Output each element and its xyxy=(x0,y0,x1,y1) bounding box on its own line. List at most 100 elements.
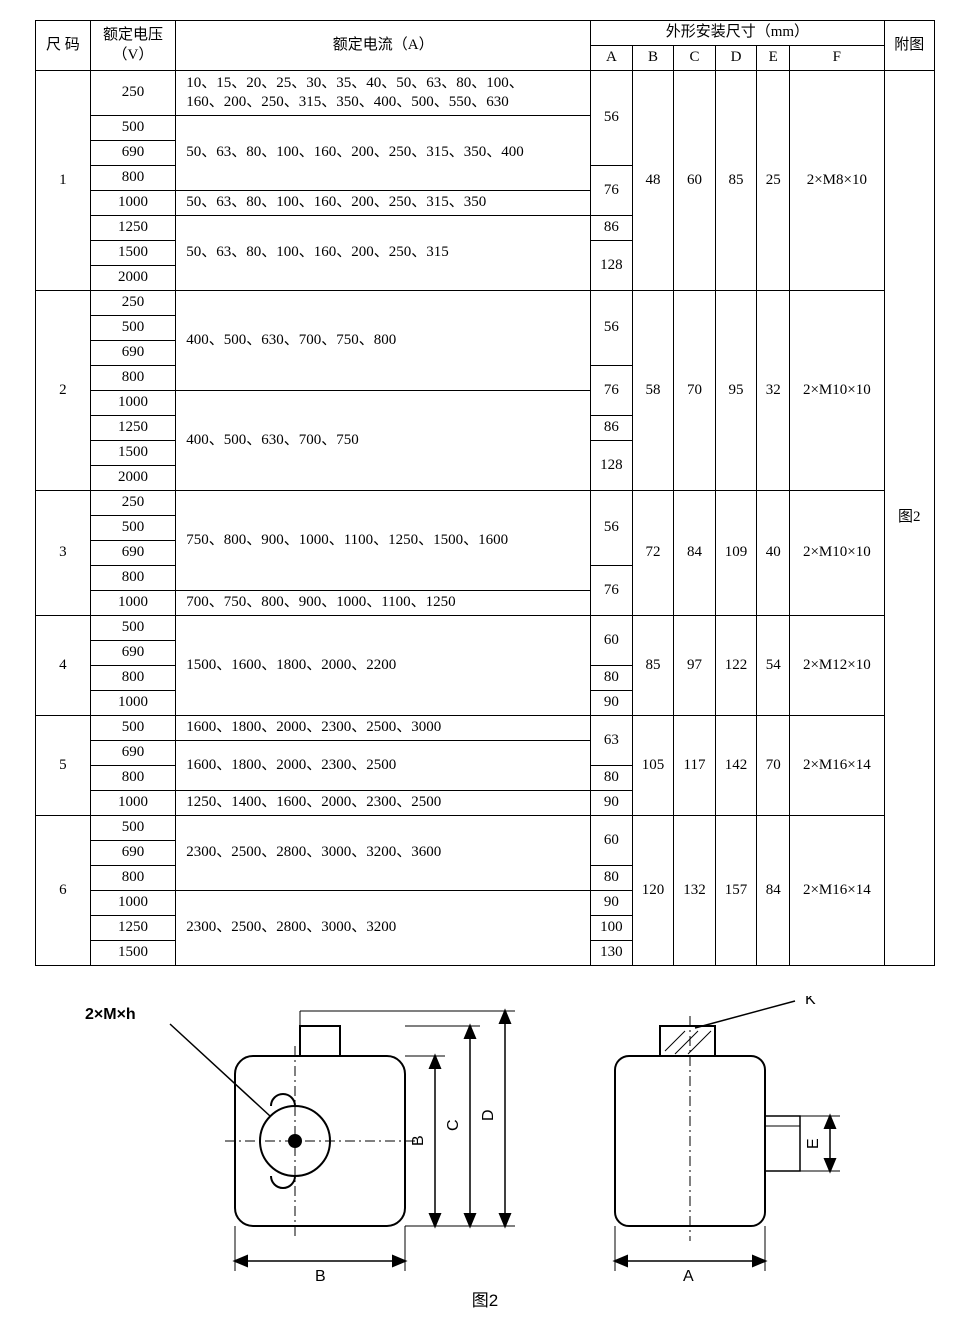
cell-voltage: 500 xyxy=(90,816,175,841)
hdr-size: 尺 码 xyxy=(36,21,91,71)
cell-current: 2300、2500、2800、3000、3200、3600 xyxy=(176,816,591,891)
cell-C: 132 xyxy=(674,816,716,966)
cell-A: 56 xyxy=(591,491,633,566)
cell-A: 76 xyxy=(591,566,633,616)
cell-C: 117 xyxy=(674,716,716,816)
cell-F: 2×M12×10 xyxy=(790,616,885,716)
cell-size: 3 xyxy=(36,491,91,616)
cell-current: 50、63、80、100、160、200、250、315、350、400 xyxy=(176,116,591,191)
cell-current: 1600、1800、2000、2300、2500 xyxy=(176,741,591,791)
cell-B: 72 xyxy=(632,491,674,616)
cell-C: 84 xyxy=(674,491,716,616)
cell-voltage: 250 xyxy=(90,291,175,316)
cell-current: 400、500、630、700、750 xyxy=(176,391,591,491)
cell-current: 10、15、20、25、30、35、40、50、63、80、100、160、20… xyxy=(176,71,591,116)
cell-A: 76 xyxy=(591,366,633,416)
cell-size: 4 xyxy=(36,616,91,716)
cell-voltage: 2000 xyxy=(90,266,175,291)
cell-D: 142 xyxy=(715,716,757,816)
cell-voltage: 1250 xyxy=(90,416,175,441)
cell-E: 40 xyxy=(757,491,790,616)
cell-E: 54 xyxy=(757,616,790,716)
cell-current: 750、800、900、1000、1100、1250、1500、1600 xyxy=(176,491,591,591)
table-body: 125010、15、20、25、30、35、40、50、63、80、100、16… xyxy=(36,71,935,966)
cell-B: 105 xyxy=(632,716,674,816)
cell-voltage: 1250 xyxy=(90,916,175,941)
cell-F: 2×M16×14 xyxy=(790,716,885,816)
cell-voltage: 690 xyxy=(90,641,175,666)
figure-2: 2×M×h xyxy=(35,996,935,1321)
cell-voltage: 1500 xyxy=(90,941,175,966)
cell-A: 90 xyxy=(591,691,633,716)
cell-current: 700、750、800、900、1000、1100、1250 xyxy=(176,591,591,616)
cell-F: 2×M8×10 xyxy=(790,71,885,291)
cell-voltage: 800 xyxy=(90,666,175,691)
cell-A: 63 xyxy=(591,716,633,766)
cell-voltage: 1500 xyxy=(90,241,175,266)
dim-E: E xyxy=(805,1138,822,1149)
cell-A: 128 xyxy=(591,241,633,291)
cell-A: 56 xyxy=(591,291,633,366)
cell-voltage: 800 xyxy=(90,566,175,591)
dim-B-side: B xyxy=(410,1135,427,1146)
cell-E: 84 xyxy=(757,816,790,966)
cell-size: 1 xyxy=(36,71,91,291)
cell-current: 1250、1400、1600、2000、2300、2500 xyxy=(176,791,591,816)
table-row: 55001600、1800、2000、2300、2500、30006310511… xyxy=(36,716,935,741)
table-row: 125010、15、20、25、30、35、40、50、63、80、100、16… xyxy=(36,71,935,116)
cell-size: 5 xyxy=(36,716,91,816)
figure-svg: B B C D xyxy=(35,996,935,1316)
cell-C: 60 xyxy=(674,71,716,291)
hdr-D: D xyxy=(715,46,757,71)
cell-voltage: 1000 xyxy=(90,391,175,416)
dim-D: D xyxy=(480,1109,497,1121)
cell-E: 32 xyxy=(757,291,790,491)
cell-current: 50、63、80、100、160、200、250、315 xyxy=(176,216,591,291)
cell-voltage: 1000 xyxy=(90,791,175,816)
cell-D: 95 xyxy=(715,291,757,491)
cell-A: 90 xyxy=(591,891,633,916)
cell-voltage: 1000 xyxy=(90,891,175,916)
cell-voltage: 800 xyxy=(90,366,175,391)
cell-A: 60 xyxy=(591,616,633,666)
cell-voltage: 800 xyxy=(90,866,175,891)
cell-voltage: 1000 xyxy=(90,591,175,616)
cell-voltage: 500 xyxy=(90,616,175,641)
cell-voltage: 1000 xyxy=(90,691,175,716)
cell-figure-ref: 图2 xyxy=(884,71,934,966)
cell-A: 90 xyxy=(591,791,633,816)
cell-voltage: 690 xyxy=(90,841,175,866)
cell-voltage: 500 xyxy=(90,316,175,341)
cell-voltage: 1500 xyxy=(90,441,175,466)
hdr-C: C xyxy=(674,46,716,71)
dim-K: K xyxy=(805,996,816,1008)
cell-voltage: 250 xyxy=(90,71,175,116)
cell-voltage: 500 xyxy=(90,116,175,141)
cell-current: 50、63、80、100、160、200、250、315、350 xyxy=(176,191,591,216)
cell-size: 2 xyxy=(36,291,91,491)
cell-A: 80 xyxy=(591,666,633,691)
cell-D: 85 xyxy=(715,71,757,291)
cell-voltage: 2000 xyxy=(90,466,175,491)
cell-current: 1600、1800、2000、2300、2500、3000 xyxy=(176,716,591,741)
cell-size: 6 xyxy=(36,816,91,966)
cell-B: 85 xyxy=(632,616,674,716)
cell-C: 70 xyxy=(674,291,716,491)
cell-A: 56 xyxy=(591,71,633,166)
cell-voltage: 690 xyxy=(90,741,175,766)
cell-voltage: 690 xyxy=(90,541,175,566)
hdr-figure: 附图 xyxy=(884,21,934,71)
cell-A: 130 xyxy=(591,941,633,966)
cell-A: 86 xyxy=(591,216,633,241)
cell-voltage: 250 xyxy=(90,491,175,516)
cell-voltage: 690 xyxy=(90,341,175,366)
cell-D: 157 xyxy=(715,816,757,966)
cell-voltage: 690 xyxy=(90,141,175,166)
cell-F: 2×M10×10 xyxy=(790,491,885,616)
cell-A: 60 xyxy=(591,816,633,866)
table-header: 尺 码 额定电压（V） 额定电流（A） 外形安装尺寸（mm） 附图 A B C … xyxy=(36,21,935,71)
cell-current: 400、500、630、700、750、800 xyxy=(176,291,591,391)
cell-B: 48 xyxy=(632,71,674,291)
cell-voltage: 500 xyxy=(90,716,175,741)
hdr-mounting: 外形安装尺寸（mm） xyxy=(591,21,884,46)
